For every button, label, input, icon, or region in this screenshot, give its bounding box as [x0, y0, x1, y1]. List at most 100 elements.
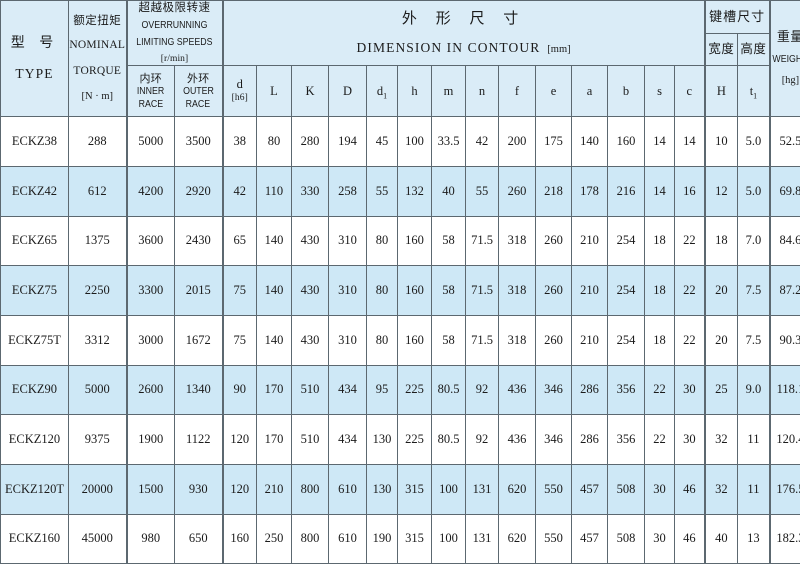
cell-f: 620	[499, 514, 536, 564]
cell-k: 430	[292, 315, 329, 365]
cell-type: ECKZ120T	[1, 464, 69, 514]
header-overrunning-en2: LIMITING SPEEDS	[136, 37, 212, 49]
cell-d: 258	[329, 166, 367, 216]
cell-e: 260	[536, 266, 572, 316]
cell-t1: 7.5	[738, 266, 770, 316]
cell-weight: 120.4	[770, 415, 800, 465]
cell-a: 210	[572, 315, 608, 365]
header-nominal-torque-unit: [N · m]	[82, 91, 114, 104]
cell-outer-race: 1122	[175, 415, 223, 465]
cell-a: 140	[572, 117, 608, 167]
cell-m: 100	[432, 464, 466, 514]
cell-e: 550	[536, 514, 572, 564]
cell-m: 40	[432, 166, 466, 216]
cell-b: 254	[608, 216, 645, 266]
cell-t1: 13	[738, 514, 770, 564]
cell-m: 80.5	[432, 365, 466, 415]
header-outer-race-en1: OUTER	[183, 86, 214, 98]
cell-s: 14	[645, 117, 675, 167]
header-symbol-h-letter: h	[411, 84, 417, 98]
cell-inner-race: 4200	[127, 166, 175, 216]
header-symbol-D: D	[329, 66, 367, 117]
header-overrunning-unit: [r/min]	[161, 54, 189, 65]
cell-type: ECKZ38	[1, 117, 69, 167]
header-symbol-n: n	[466, 66, 499, 117]
header-keyway-width-cn: 宽度	[708, 41, 734, 56]
cell-b: 508	[608, 464, 645, 514]
cell-d1: 130	[367, 464, 398, 514]
spec-table-container: 型 号 TYPE 额定扭矩 NOMINAL TORQUE [N · m] 超越极…	[0, 0, 800, 542]
cell-b: 254	[608, 315, 645, 365]
cell-n: 71.5	[466, 266, 499, 316]
cell-inner-race: 1900	[127, 415, 175, 465]
cell-h: 132	[398, 166, 432, 216]
header-overrunning-cn: 超越极限转速	[139, 1, 211, 15]
cell-n: 71.5	[466, 315, 499, 365]
header-symbol-f-letter: f	[515, 84, 519, 98]
cell-s: 18	[645, 216, 675, 266]
header-outer-race-cn: 外环	[187, 72, 210, 85]
cell-h: 18	[705, 216, 738, 266]
header-symbol-n-letter: n	[479, 84, 485, 98]
header-weight: 重量 WEIGHT [hg]	[770, 1, 800, 117]
cell-outer-race: 2015	[175, 266, 223, 316]
cell-s: 22	[645, 365, 675, 415]
header-dimension-en-line: DIMENSION IN CONTOUR [mm]	[357, 38, 571, 57]
cell-h: 40	[705, 514, 738, 564]
cell-d: 434	[329, 415, 367, 465]
cell-l: 170	[257, 365, 292, 415]
header-nominal-torque-cn: 额定扭矩	[73, 14, 121, 28]
cell-d-h6-: 90	[223, 365, 257, 415]
cell-c: 22	[675, 266, 705, 316]
cell-inner-race: 1500	[127, 464, 175, 514]
header-symbol-s: s	[645, 66, 675, 117]
header-weight-cn: 重量	[777, 30, 800, 46]
header-symbol-t1-letter: t1	[750, 84, 757, 98]
cell-h: 100	[398, 117, 432, 167]
header-type-en: TYPE	[15, 66, 53, 82]
header-row-tier1: 型 号 TYPE 额定扭矩 NOMINAL TORQUE [N · m] 超越极…	[1, 1, 800, 34]
cell-m: 100	[432, 514, 466, 564]
cell-type: ECKZ75	[1, 266, 69, 316]
cell-b: 508	[608, 514, 645, 564]
cell-h: 225	[398, 415, 432, 465]
cell-k: 280	[292, 117, 329, 167]
header-keyway: 键槽尺寸	[705, 1, 770, 34]
cell-b: 216	[608, 166, 645, 216]
cell-outer-race: 3500	[175, 117, 223, 167]
cell-l: 110	[257, 166, 292, 216]
cell-outer-race: 1340	[175, 365, 223, 415]
cell-inner-race: 3300	[127, 266, 175, 316]
header-symbol-d-tolerance: [h6]	[232, 93, 248, 104]
header-symbol-a: a	[572, 66, 608, 117]
cell-l: 170	[257, 415, 292, 465]
cell-type: ECKZ120	[1, 415, 69, 465]
cell-b: 160	[608, 117, 645, 167]
header-keyway-height: 高度	[738, 33, 770, 66]
cell-nominal-torque: 2250	[69, 266, 127, 316]
cell-s: 30	[645, 514, 675, 564]
cell-inner-race: 3000	[127, 315, 175, 365]
cell-n: 55	[466, 166, 499, 216]
cell-a: 210	[572, 266, 608, 316]
cell-inner-race: 3600	[127, 216, 175, 266]
cell-outer-race: 2920	[175, 166, 223, 216]
cell-d1: 80	[367, 216, 398, 266]
cell-b: 356	[608, 415, 645, 465]
cell-weight: 52.5	[770, 117, 800, 167]
header-symbol-H-letter: H	[717, 84, 726, 98]
cell-m: 80.5	[432, 415, 466, 465]
cell-type: ECKZ160	[1, 514, 69, 564]
cell-nominal-torque: 288	[69, 117, 127, 167]
cell-t1: 7.0	[738, 216, 770, 266]
cell-h: 225	[398, 365, 432, 415]
cell-d: 310	[329, 216, 367, 266]
cell-d1: 80	[367, 266, 398, 316]
cell-d: 610	[329, 514, 367, 564]
header-nominal-torque: 额定扭矩 NOMINAL TORQUE [N · m]	[69, 1, 127, 117]
header-symbol-m-letter: m	[444, 84, 454, 98]
